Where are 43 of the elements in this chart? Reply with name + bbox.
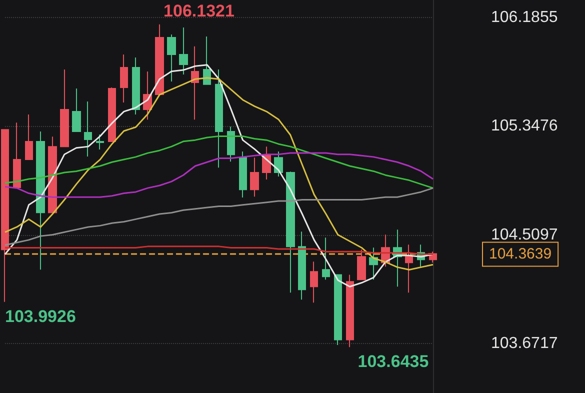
candlestick: [13, 122, 21, 188]
candlestick: [346, 274, 354, 348]
candlestick: [25, 114, 33, 160]
candlestick: [1, 129, 9, 302]
y-tick-label: 106.1855: [491, 8, 558, 26]
line-series: [4, 152, 434, 198]
line-series: [4, 187, 434, 246]
line-series: [4, 246, 434, 255]
candlestick: [227, 126, 235, 162]
candlestick: [96, 134, 104, 150]
candlestick: [334, 274, 342, 346]
candlestick: [167, 34, 176, 82]
annotation: 106.1321: [164, 1, 234, 20]
candlestick: [405, 244, 413, 294]
y-tick-label: 103.6717: [491, 334, 558, 352]
candlestick: [357, 249, 366, 280]
candlestick: [108, 87, 116, 142]
y-tick-label: 105.3476: [491, 118, 558, 135]
ref-line-label: 104.3639: [489, 246, 552, 263]
candlestick: [191, 46, 199, 120]
candlestick: [215, 69, 223, 168]
candlestick: [298, 231, 306, 300]
candlestick: [203, 36, 211, 85]
candlestick: [36, 131, 45, 270]
candlestick: [369, 247, 378, 280]
candlestick: [250, 157, 259, 198]
annotation: 103.9926: [5, 306, 76, 326]
candlestick: [72, 88, 81, 132]
candlestick: [239, 150, 247, 198]
candlestick: [429, 251, 437, 264]
candlestick: [310, 261, 318, 304]
candlestick: [120, 54, 128, 103]
candlestick: [60, 69, 69, 148]
candlestick: [132, 56, 140, 116]
y-tick-label: 104.5097: [491, 226, 558, 244]
candlestick: [179, 26, 188, 75]
candlestick: [286, 171, 295, 294]
line-series: [4, 135, 434, 189]
annotation: 103.6435: [358, 352, 429, 372]
candlestick: [155, 24, 164, 96]
candlestick: [84, 101, 92, 158]
candlestick: [322, 237, 330, 280]
candlestick: [274, 150, 283, 178]
